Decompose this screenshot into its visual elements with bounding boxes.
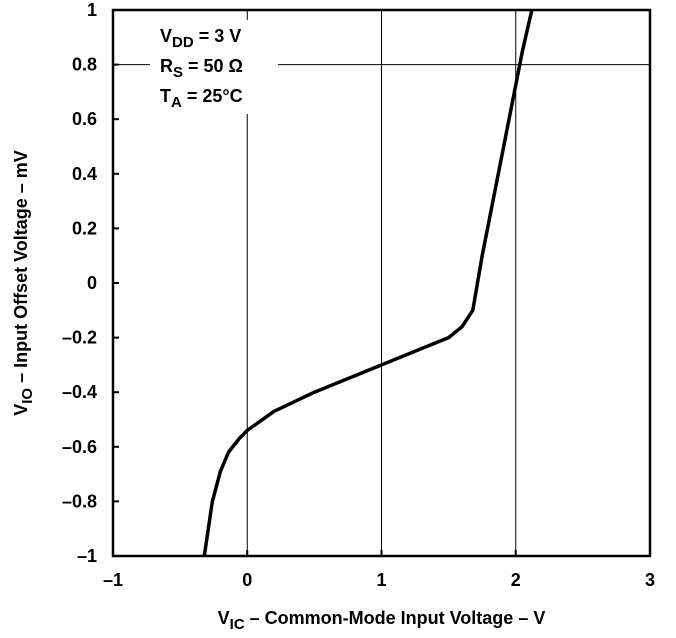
x-axis-label: VIC – Common-Mode Input Voltage – V: [218, 608, 546, 633]
y-tick-label: 0.4: [72, 164, 97, 184]
x-tick-label: 1: [376, 570, 386, 590]
y-axis-label-sub: IO: [19, 388, 36, 404]
y-tick-label: –0.4: [62, 382, 97, 402]
annotation-main: R: [160, 56, 173, 76]
annotation-main: T: [160, 86, 171, 106]
x-axis-label-rest: – Common-Mode Input Voltage – V: [245, 608, 546, 628]
y-tick-label: 0.8: [72, 55, 97, 75]
annotation-rest: = 50 Ω: [183, 56, 243, 76]
x-tick-label: –1: [103, 570, 123, 590]
y-tick-label: –0.2: [62, 328, 97, 348]
y-tick-label: –0.6: [62, 437, 97, 457]
y-tick-label: –1: [77, 546, 97, 566]
annotation-sub: DD: [172, 34, 194, 51]
y-tick-label: –0.8: [62, 491, 97, 511]
annotation: RS = 50 Ω: [160, 56, 243, 81]
annotation: VDD = 3 V: [160, 26, 241, 51]
annotation-box: [150, 20, 278, 114]
x-axis-label-sub: IC: [230, 616, 245, 633]
annotation-sub: A: [171, 94, 182, 111]
plot-frame: [111, 8, 652, 558]
annotation-main: V: [160, 26, 172, 46]
x-axis-label-main: V: [218, 608, 230, 628]
y-axis-label: VIO – Input Offset Voltage – mV: [11, 150, 36, 416]
y-tick-label: 0: [87, 273, 97, 293]
annotation: TA = 25°C: [160, 86, 243, 111]
y-tick-label: 0.2: [72, 218, 97, 238]
x-tick-label: 0: [242, 570, 252, 590]
annotation-rest: = 3 V: [194, 26, 242, 46]
x-tick-label: 2: [511, 570, 521, 590]
y-axis-label-rest: – Input Offset Voltage – mV: [11, 150, 31, 388]
x-tick-label: 3: [645, 570, 655, 590]
annotation-sub: S: [173, 64, 183, 81]
annotation-rest: = 25°C: [182, 86, 243, 106]
y-tick-label: 0.6: [72, 109, 97, 129]
curve: [202, 9, 534, 557]
y-tick-label: 1: [87, 0, 97, 20]
y-axis-label-main: V: [11, 404, 31, 416]
